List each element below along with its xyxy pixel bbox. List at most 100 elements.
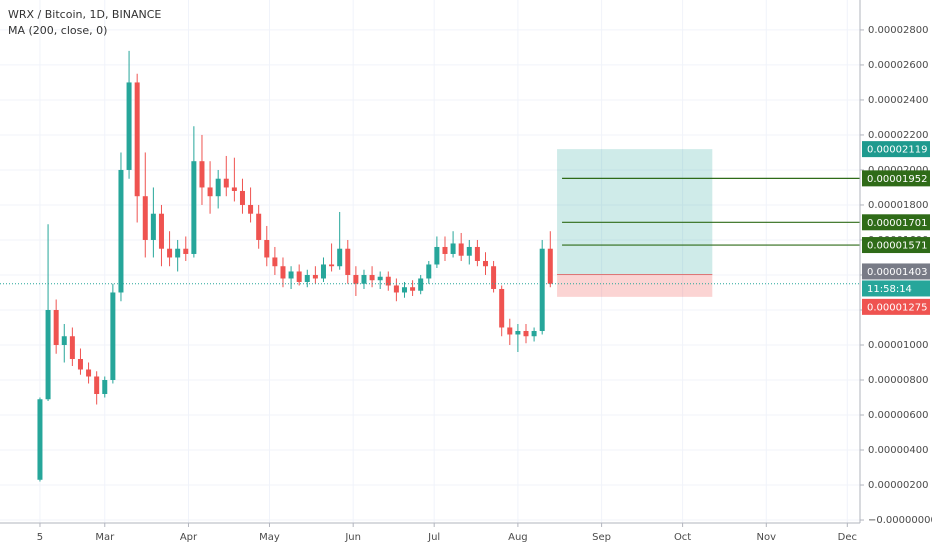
candle-body — [191, 161, 197, 254]
candle-body — [272, 257, 278, 267]
candle-body — [474, 246, 480, 261]
x-tick-label: Sep — [592, 532, 611, 543]
x-tick-label: May — [259, 532, 280, 543]
candle-body — [466, 246, 472, 256]
candle-body — [288, 271, 294, 279]
candle-body — [499, 288, 505, 328]
stop-label-bg — [862, 298, 930, 315]
entry-label: 0.00001403 — [867, 267, 927, 278]
candle-body — [547, 248, 553, 284]
candle-body — [523, 330, 529, 337]
candle-body — [507, 327, 513, 335]
y-tick-label: 0.00001000 — [868, 340, 928, 351]
y-tick-label: 0.00002200 — [868, 130, 928, 141]
candle-body — [329, 264, 335, 267]
y-tick-label: 0.00002800 — [868, 25, 928, 36]
candle-body — [223, 178, 229, 188]
candle-body — [61, 336, 67, 345]
level-label: 0.00001571 — [867, 241, 927, 252]
candle-body — [86, 369, 92, 377]
x-tick-label: Dec — [838, 532, 857, 543]
y-tick-label: 0.00002600 — [868, 60, 928, 71]
stop-label: 0.00001275 — [867, 302, 927, 313]
y-tick-label: −0.00000000 — [868, 515, 932, 526]
x-tick-label: Mar — [95, 532, 115, 543]
target-label-bg — [862, 141, 930, 158]
candle-body — [320, 264, 326, 279]
candle-body — [94, 376, 100, 395]
candle-body — [491, 266, 497, 289]
candle-body — [296, 271, 302, 282]
candle-body — [199, 161, 205, 188]
countdown-label: 11:58:14 — [867, 284, 912, 295]
entry-label-bg — [862, 263, 930, 280]
y-tick-label: 0.00001800 — [868, 200, 928, 211]
candle-body — [458, 243, 464, 256]
candle-body — [45, 309, 51, 400]
candle-body — [393, 285, 399, 293]
candle-body — [175, 248, 181, 258]
candle-body — [256, 213, 262, 240]
candle-body — [167, 248, 173, 258]
y-tick-label: 0.00000200 — [868, 480, 928, 491]
x-tick-label: Aug — [508, 532, 528, 543]
candle-body — [207, 187, 213, 197]
candle-body — [377, 276, 383, 281]
candle-body — [385, 276, 391, 286]
candle-body — [337, 248, 343, 267]
level-label-bg — [862, 170, 930, 187]
candle-body — [280, 266, 286, 279]
candle-body — [248, 204, 254, 214]
y-tick-label: 0.00000400 — [868, 445, 928, 456]
candle-body — [126, 82, 132, 170]
level-label-bg — [862, 237, 930, 254]
y-tick-label: 0.00002400 — [868, 95, 928, 106]
candle-body — [442, 246, 448, 254]
candle-body — [434, 246, 440, 265]
candle-body — [53, 309, 59, 345]
candle-body — [77, 358, 83, 370]
level-label: 0.00001952 — [867, 174, 927, 185]
candle-body — [102, 379, 108, 395]
candle-body — [410, 287, 416, 291]
profit-zone — [557, 149, 713, 275]
candle-body — [134, 82, 140, 197]
candle-body — [418, 278, 424, 291]
candle-body — [369, 274, 375, 281]
candle-body — [231, 187, 237, 191]
candle-body — [345, 248, 351, 275]
level-label: 0.00001701 — [867, 218, 927, 229]
candle-body — [183, 248, 189, 254]
candle-body — [353, 274, 359, 284]
target-label: 0.00002119 — [867, 145, 927, 156]
candle-body — [531, 330, 537, 337]
candle-body — [450, 243, 456, 254]
candle-body — [312, 274, 318, 279]
candle-body — [401, 287, 407, 293]
loss-zone — [557, 274, 713, 297]
candle-body — [110, 292, 116, 380]
candle-body — [482, 260, 488, 267]
candle-body — [69, 336, 75, 359]
candle-body — [118, 169, 124, 293]
y-tick-label: 0.00000800 — [868, 375, 928, 386]
x-tick-label: Jun — [344, 532, 361, 543]
candle-body — [215, 178, 221, 197]
countdown-label-bg — [862, 280, 930, 297]
candle-body — [426, 264, 432, 279]
candle-body — [37, 399, 43, 480]
x-tick-label: Nov — [757, 532, 777, 543]
y-tick-label: 0.00000600 — [868, 410, 928, 421]
candle-body — [361, 274, 367, 284]
candle-body — [239, 190, 245, 205]
indicator-label: MA (200, close, 0) — [8, 24, 107, 37]
candle-body — [150, 213, 156, 240]
candle-body — [515, 330, 521, 335]
candle-body — [264, 239, 270, 258]
candle-body — [158, 213, 164, 249]
chart-title: WRX / Bitcoin, 1D, BINANCE — [8, 8, 161, 21]
candle-body — [304, 274, 310, 282]
x-tick-label: Oct — [674, 532, 691, 543]
candle-body — [539, 248, 545, 331]
